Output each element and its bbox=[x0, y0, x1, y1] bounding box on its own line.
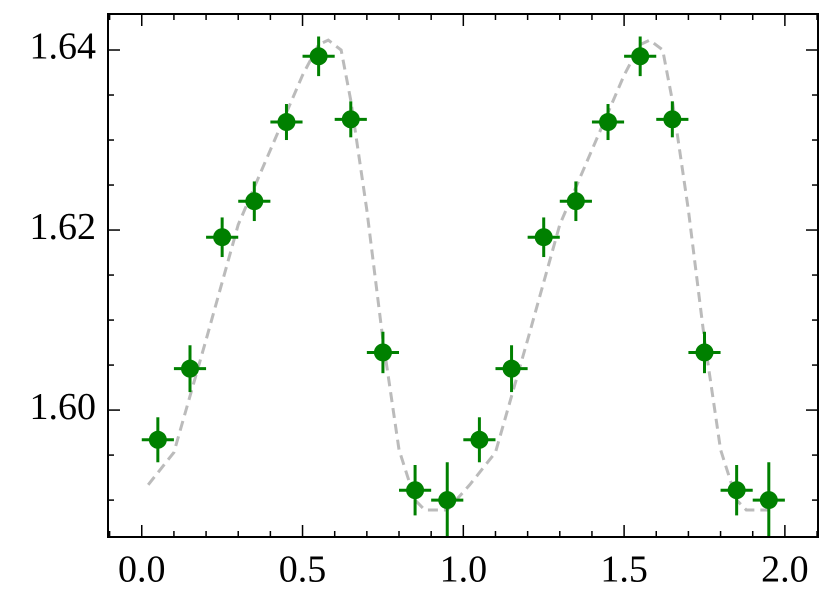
x-tick-label: 1.5 bbox=[600, 549, 648, 591]
point bbox=[277, 113, 296, 132]
y-tick-label: 1.60 bbox=[30, 386, 97, 428]
point bbox=[534, 228, 553, 247]
point bbox=[599, 113, 618, 132]
point bbox=[341, 110, 360, 129]
point bbox=[148, 430, 167, 449]
point bbox=[470, 430, 489, 449]
point bbox=[406, 481, 425, 500]
point bbox=[727, 481, 746, 500]
point bbox=[695, 343, 714, 362]
point bbox=[631, 47, 650, 66]
point bbox=[759, 491, 778, 510]
x-tick-label: 2.0 bbox=[761, 549, 809, 591]
point bbox=[245, 192, 264, 211]
plot-frame bbox=[107, 13, 819, 538]
point bbox=[213, 228, 232, 247]
point bbox=[438, 491, 457, 510]
point bbox=[373, 343, 392, 362]
y-tick-label: 1.64 bbox=[30, 26, 97, 68]
x-tick-label: 0.0 bbox=[118, 549, 166, 591]
point bbox=[180, 359, 199, 378]
model-line bbox=[147, 38, 769, 512]
point bbox=[566, 192, 585, 211]
point bbox=[309, 47, 328, 66]
x-tick-label: 1.0 bbox=[440, 549, 488, 591]
y-tick-label: 1.62 bbox=[30, 206, 97, 248]
point bbox=[502, 359, 521, 378]
point bbox=[663, 110, 682, 129]
x-tick-label: 0.5 bbox=[279, 549, 327, 591]
